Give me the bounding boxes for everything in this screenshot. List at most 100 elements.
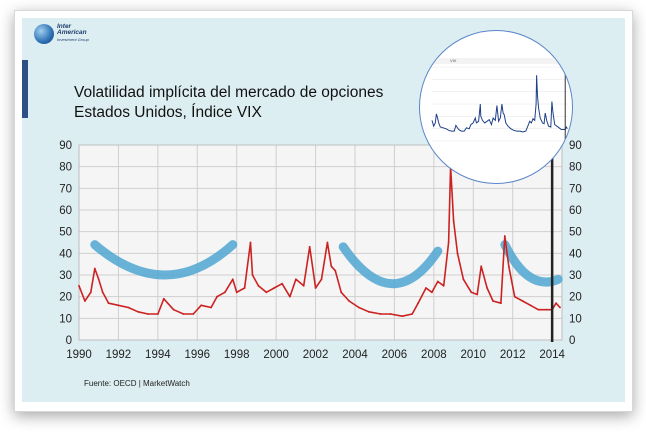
vix-data-point	[559, 306, 561, 309]
vix-data-point	[499, 302, 502, 305]
vix-data-point	[192, 313, 195, 315]
y-tick-label: 70	[59, 183, 72, 195]
y-tick-label-right: 30	[569, 270, 582, 282]
vix-data-point	[555, 302, 557, 305]
slide: Inter American Investment Group Volatili…	[22, 18, 625, 402]
x-tick-label: 2008	[421, 349, 447, 361]
x-tick-label: 2010	[460, 349, 486, 361]
plot-frame	[78, 144, 563, 341]
vix-data-point	[93, 267, 96, 270]
vix-data-point	[249, 241, 252, 244]
vix-data-point	[545, 308, 548, 311]
source-note: Fuente: OECD | MarketWatch	[84, 379, 190, 388]
y-tick-label-right: 0	[569, 335, 575, 347]
vix-data-point	[326, 241, 329, 244]
vix-data-point	[425, 287, 427, 289]
y-tick-label: 40	[59, 248, 72, 260]
vix-data-point	[210, 306, 212, 309]
y-tick-label: 60	[59, 205, 72, 217]
vix-data-point	[147, 313, 149, 315]
vix-data-point	[334, 269, 337, 272]
vix-data-point	[521, 300, 524, 302]
vix-data-point	[470, 291, 473, 294]
vix-data-point	[486, 287, 488, 289]
x-tick-label: 2002	[303, 349, 329, 361]
vix-data-point	[348, 300, 350, 302]
highlight-arc	[90, 240, 238, 280]
vix-data-point	[417, 302, 419, 305]
vix-data-point	[281, 282, 283, 285]
y-tick-label: 30	[59, 270, 72, 282]
vix-data-point	[320, 278, 323, 281]
y-tick-label-right: 60	[569, 205, 582, 217]
x-tick-label: 2014	[539, 349, 565, 361]
inset-series-line	[431, 75, 568, 133]
inset-thumbnail: VIX	[419, 30, 573, 184]
y-tick-label-right: 10	[569, 313, 582, 325]
vix-data-point	[492, 300, 494, 302]
vix-series-line	[78, 165, 561, 318]
inset-header: VIX	[432, 58, 562, 64]
vix-data-point	[182, 313, 185, 315]
vix-data-point	[411, 313, 414, 315]
vix-data-point	[101, 291, 104, 294]
vix-data-point	[156, 313, 159, 315]
logo-line2: American	[57, 29, 87, 36]
y-tick-label: 90	[59, 140, 72, 152]
y-tick-label-right: 90	[569, 140, 582, 152]
vix-data-point	[231, 278, 234, 281]
inset-header-text: VIX	[450, 58, 457, 63]
x-tick-label: 1996	[184, 349, 210, 361]
vix-data-point	[200, 304, 203, 307]
vix-data-point	[401, 315, 404, 318]
vix-data-point	[314, 287, 317, 289]
vix-data-point	[273, 287, 276, 289]
y-tick-label-right: 20	[569, 292, 582, 304]
vix-data-point	[462, 278, 465, 281]
x-tick-label: 1990	[66, 349, 92, 361]
vix-data-point	[480, 265, 483, 268]
vix-data-point	[340, 291, 343, 294]
vix-data-point	[379, 313, 382, 315]
logo: Inter American Investment Group	[34, 22, 124, 50]
vix-data-point	[257, 284, 260, 287]
y-tick-label: 80	[59, 162, 72, 174]
y-tick-label-right: 80	[569, 162, 582, 174]
vix-data-point	[442, 284, 445, 287]
y-tick-label: 50	[59, 227, 72, 239]
vix-data-point	[216, 295, 218, 298]
x-tick-label: 2004	[342, 349, 368, 361]
vix-data-point	[137, 310, 140, 313]
x-tick-label: 1994	[145, 349, 171, 361]
vix-data-point	[367, 310, 370, 313]
logo-line1: Inter	[57, 23, 72, 30]
vix-data-point	[78, 284, 80, 287]
vix-data-point	[447, 241, 450, 244]
logo-line3: Investment Group	[57, 37, 89, 42]
vix-data-point	[127, 306, 130, 309]
vix-data-point	[452, 219, 455, 222]
vix-data-point	[358, 306, 360, 309]
vix-data-point	[294, 278, 297, 281]
chart-title-line2: Estados Unidos, Índice VIX	[74, 104, 262, 121]
vix-data-point	[243, 287, 246, 289]
vix-data-point	[529, 304, 532, 307]
vix-data-point	[251, 274, 254, 276]
y-tick-label-right: 40	[569, 248, 582, 260]
vix-data-point	[97, 278, 100, 281]
inset-chart	[431, 66, 568, 142]
globe-icon	[34, 24, 54, 44]
vix-data-point	[172, 308, 175, 311]
chart-title-line1: Volatilidad implícita del mercado de opc…	[74, 84, 384, 101]
vix-data-point	[162, 297, 165, 300]
vix-data-point	[389, 313, 392, 315]
vix-data-point	[235, 291, 238, 294]
vix-data-point	[503, 235, 506, 237]
vix-data-point	[330, 265, 333, 268]
vix-data-point	[223, 291, 226, 294]
vix-data-point	[289, 295, 291, 298]
x-tick-label: 2006	[382, 349, 408, 361]
y-tick-label: 20	[59, 292, 72, 304]
vix-data-point	[513, 295, 516, 298]
vix-data-point	[107, 302, 110, 305]
